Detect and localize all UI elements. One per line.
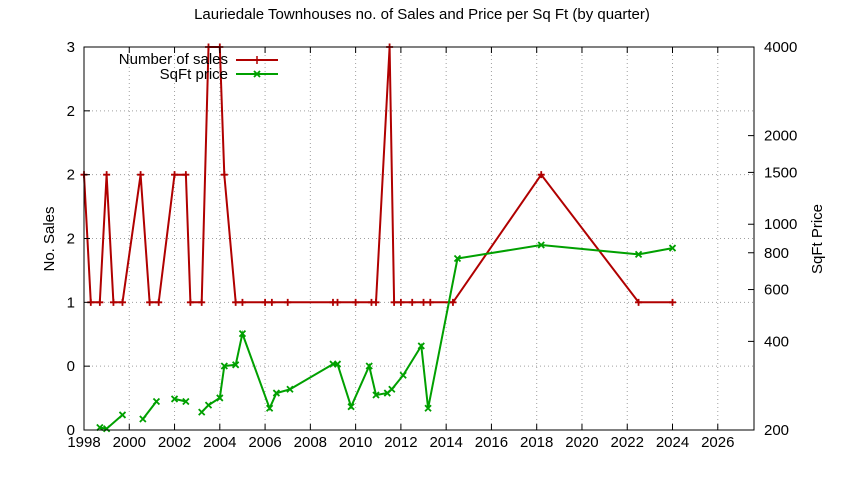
data-point-number-of-sales: [182, 171, 190, 179]
data-point-sqft-price: [216, 394, 224, 402]
y-axis-title: No. Sales: [41, 206, 58, 271]
data-point-sqft-price: [372, 391, 380, 399]
data-point-number-of-sales: [146, 298, 154, 306]
data-point-sqft-price: [537, 241, 545, 249]
x-tick-label: 2018: [520, 434, 553, 451]
data-point-number-of-sales: [232, 298, 240, 306]
data-point-sqft-price: [139, 415, 147, 423]
data-point-number-of-sales: [669, 298, 677, 306]
y2-tick-label: 1500: [764, 164, 797, 181]
x-tick-label: 2000: [113, 434, 146, 451]
data-point-number-of-sales: [284, 298, 292, 306]
x-tick-label: 2008: [294, 434, 327, 451]
x-tick-label: 1998: [67, 434, 100, 451]
x-tick-label: 2014: [429, 434, 462, 451]
data-point-sqft-price: [182, 397, 190, 406]
data-point-number-of-sales: [372, 298, 380, 306]
data-point-number-of-sales: [426, 298, 434, 306]
data-point-number-of-sales: [238, 298, 246, 306]
y2-axis-title: SqFt Price: [809, 204, 826, 274]
data-point-sqft-price: [220, 362, 228, 370]
data-point-sqft-price: [96, 423, 104, 432]
data-point-number-of-sales: [220, 171, 228, 179]
legend-swatch-number-of-sales: [236, 56, 278, 64]
x-tick-label: 2022: [611, 434, 644, 451]
data-point-number-of-sales: [109, 298, 117, 306]
y-tick-label: 2: [67, 103, 75, 120]
x-tick-label: 2024: [656, 434, 689, 451]
data-point-sqft-price: [118, 411, 127, 419]
data-point-sqft-price: [272, 389, 281, 397]
data-point-number-of-sales: [268, 298, 276, 306]
data-point-sqft-price: [204, 401, 213, 409]
y2-tick-label: 400: [764, 333, 789, 350]
data-point-number-of-sales: [137, 171, 145, 179]
data-point-number-of-sales: [408, 298, 416, 306]
data-point-number-of-sales: [171, 171, 179, 179]
data-point-sqft-price: [170, 395, 179, 403]
x-tick-label: 2020: [565, 434, 598, 451]
data-point-number-of-sales: [186, 298, 194, 306]
x-tick-label: 2012: [384, 434, 417, 451]
data-point-sqft-price: [424, 404, 432, 412]
data-point-sqft-price: [232, 361, 240, 369]
data-point-number-of-sales: [103, 171, 111, 179]
legend: Number of sales SqFt price: [119, 51, 278, 83]
legend-label-number-of-sales: Number of sales: [119, 51, 228, 68]
y-tick-label: 2: [67, 167, 75, 184]
y2-tick-label: 200: [764, 422, 789, 439]
data-point-number-of-sales: [397, 298, 405, 306]
chart-title: Lauriedale Townhouses no. of Sales and P…: [194, 6, 650, 23]
data-point-number-of-sales: [390, 298, 398, 306]
data-point-number-of-sales: [96, 298, 104, 306]
data-point-number-of-sales: [635, 298, 643, 306]
y-tick-label: 1: [67, 294, 75, 311]
y-tick-label: 2: [67, 231, 75, 248]
data-point-sqft-price: [388, 385, 396, 393]
data-point-sqft-price: [634, 250, 643, 259]
data-point-number-of-sales: [118, 298, 126, 306]
data-point-sqft-price: [152, 397, 161, 406]
x-tick-label: 2002: [158, 434, 191, 451]
x-tick-label: 2006: [248, 434, 281, 451]
data-point-number-of-sales: [198, 298, 206, 306]
y2-tick-label: 2000: [764, 128, 797, 145]
x-tick-label: 2010: [339, 434, 372, 451]
y2-tick-label: 1000: [764, 216, 797, 233]
legend-swatch-sqft-price: [236, 70, 278, 78]
data-point-sqft-price: [399, 371, 407, 379]
series-layer: [80, 43, 677, 433]
y2-tick-label: 800: [764, 245, 789, 262]
data-point-number-of-sales: [420, 298, 428, 306]
data-point-number-of-sales: [261, 298, 269, 306]
grid: [84, 47, 754, 430]
y2-tick-label: 4000: [764, 39, 797, 56]
y-tick-label: 0: [67, 358, 75, 375]
data-point-sqft-price: [417, 342, 425, 350]
data-point-sqft-price: [668, 244, 677, 252]
data-point-sqft-price: [198, 408, 206, 416]
x-tick-label: 2026: [701, 434, 734, 451]
data-point-number-of-sales: [155, 298, 163, 306]
data-point-sqft-price: [365, 362, 373, 370]
legend-label-sqft-price: SqFt price: [160, 66, 228, 83]
data-point-sqft-price: [238, 329, 247, 338]
data-point-sqft-price: [102, 425, 111, 433]
data-point-sqft-price: [286, 385, 294, 393]
y-tick-label: 3: [67, 39, 75, 56]
axes: 1998 2000 2002 2004 2006 2008 2010 2012 2014 2016…: [67, 39, 798, 451]
data-point-sqft-price: [265, 404, 274, 412]
x-tick-label: 2004: [203, 434, 236, 451]
data-point-sqft-price: [347, 403, 355, 411]
y-tick-label: 0: [67, 422, 75, 439]
data-point-sqft-price: [333, 360, 342, 368]
data-point-number-of-sales: [537, 171, 545, 179]
data-point-number-of-sales: [352, 298, 360, 306]
y2-tick-label: 600: [764, 282, 789, 299]
data-point-number-of-sales: [449, 298, 457, 306]
data-point-sqft-price: [453, 254, 462, 263]
x-tick-label: 2016: [475, 434, 508, 451]
data-point-number-of-sales: [334, 298, 342, 306]
